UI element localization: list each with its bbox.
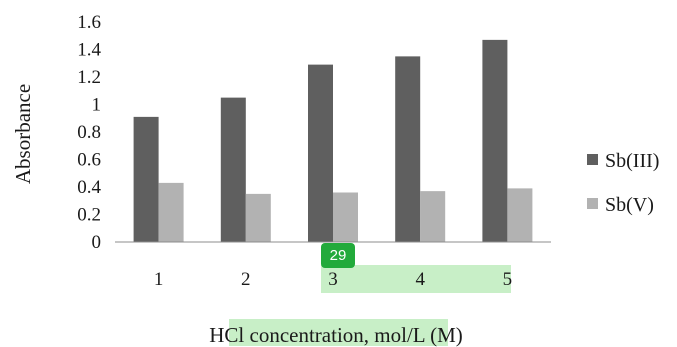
x-tick-label: 2 — [241, 269, 251, 290]
bar-sb-iii-5 — [482, 39, 508, 242]
bar-sb-iii-4 — [395, 56, 421, 242]
bar-sb-v-1 — [158, 182, 184, 242]
legend-swatch-sb-iii — [587, 154, 598, 165]
x-tick-label: 3 — [328, 269, 338, 290]
bar-sb-iii-3 — [308, 64, 333, 242]
y-tick-label: 0.4 — [77, 177, 101, 198]
bar-sb-v-5 — [507, 188, 533, 242]
y-tick-label: 1.2 — [77, 67, 101, 88]
x-axis-ticks: 1 2 3 4 5 — [154, 269, 512, 290]
annotation-badge: 29 — [321, 243, 355, 268]
y-axis-ticks: 0 0.2 0.4 0.6 0.8 1 1.2 1.4 1.6 — [77, 12, 101, 253]
y-tick-label: 0.2 — [77, 205, 101, 226]
legend-label-sb-iii: Sb(III) — [605, 150, 659, 172]
y-tick-label: 1.4 — [77, 40, 101, 61]
legend-label-sb-v: Sb(V) — [605, 194, 654, 216]
legend-swatch-sb-v — [587, 198, 598, 209]
y-tick-label: 1 — [92, 95, 102, 116]
highlight-xticks — [321, 265, 511, 293]
bar-sb-iii-1 — [133, 116, 159, 242]
y-tick-label: 0.6 — [77, 150, 101, 171]
y-axis-title: Absorbance — [11, 84, 35, 184]
x-tick-label: 1 — [154, 269, 164, 290]
highlight-xlabel — [229, 319, 448, 346]
bar-sb-v-2 — [245, 193, 271, 242]
legend: Sb(III) Sb(V) — [587, 150, 659, 216]
x-tick-label: 5 — [503, 269, 513, 290]
bar-sb-v-3 — [333, 192, 358, 242]
y-tick-label: 1.6 — [77, 12, 101, 33]
y-tick-label: 0 — [92, 232, 102, 253]
bar-sb-v-4 — [420, 191, 446, 242]
x-axis-title: HCl concentration, mol/L (M) — [209, 323, 463, 347]
x-tick-label: 4 — [415, 269, 425, 290]
bars — [133, 39, 533, 242]
bar-sb-iii-2 — [220, 97, 246, 242]
y-tick-label: 0.8 — [77, 122, 101, 143]
